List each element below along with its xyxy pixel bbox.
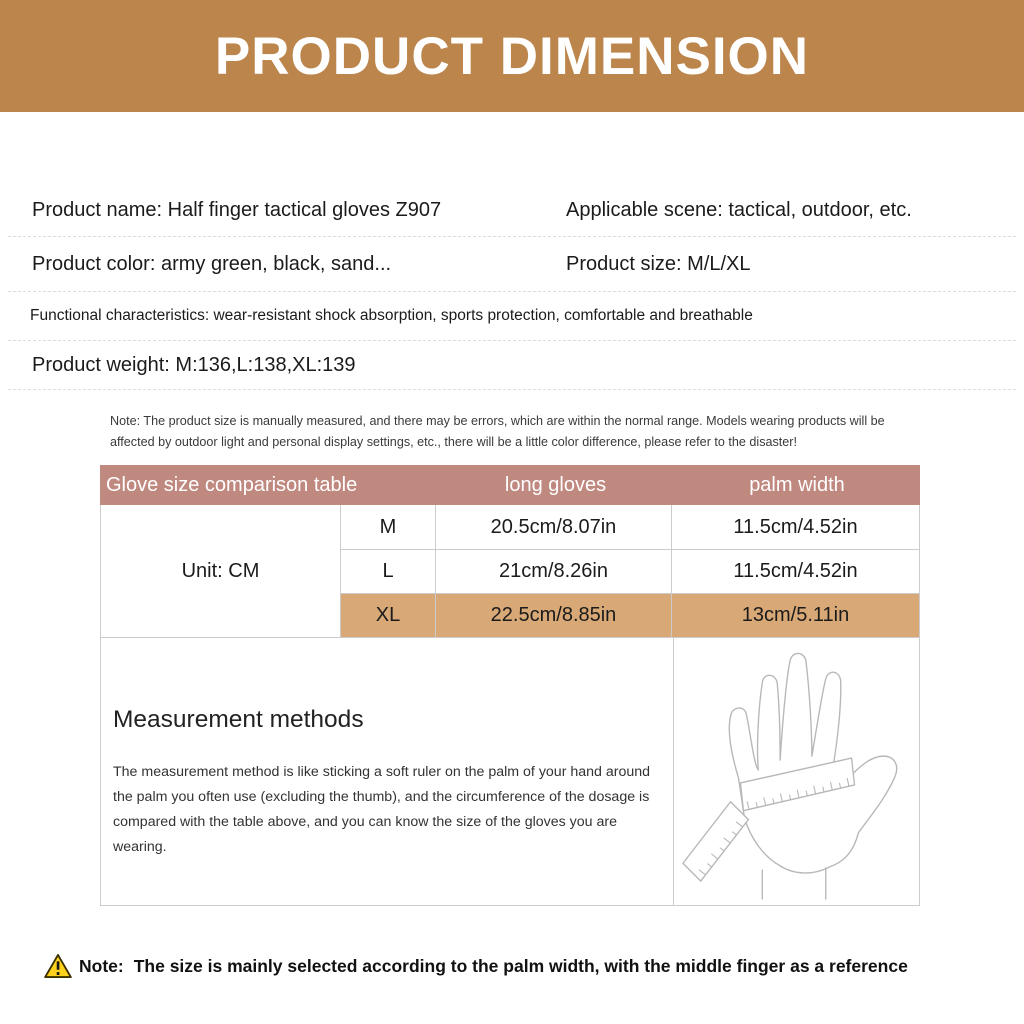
palm-width-value: 11.5cm/4.52in xyxy=(733,560,858,582)
functional-characteristics-text: Functional characteristics: wear-resista… xyxy=(30,307,753,324)
product-info-section: Product name: Half finger tactical glove… xyxy=(8,185,1016,390)
product-weight-text: Product weight: M:136,L:138,XL:139 xyxy=(32,353,356,376)
measurement-methods-section: Measurement methods The measurement meth… xyxy=(101,637,919,905)
product-color-text: Product color: army green, black, sand..… xyxy=(32,252,392,275)
measurement-heading: Measurement methods xyxy=(113,706,364,733)
table-body-box: Unit: CM M 20.5cm/8.07in 11.5cm/4.52in L… xyxy=(100,505,920,906)
table-rows: M 20.5cm/8.07in 11.5cm/4.52in L 21cm/8.2… xyxy=(341,505,919,637)
measurement-illustration-cell xyxy=(674,638,919,905)
table-row-m: M 20.5cm/8.07in 11.5cm/4.52in xyxy=(341,505,919,549)
product-name-text: Product name: Half finger tactical glove… xyxy=(32,199,442,221)
size-label: M xyxy=(341,505,436,549)
measurement-text-cell: Measurement methods The measurement meth… xyxy=(101,638,674,905)
table-header-row: Glove size comparison table long gloves … xyxy=(100,465,920,505)
size-label: XL xyxy=(341,594,436,637)
info-row-name-scene: Product name: Half finger tactical glove… xyxy=(8,185,1016,237)
warning-icon xyxy=(44,953,72,979)
table-body: Unit: CM M 20.5cm/8.07in 11.5cm/4.52in L… xyxy=(101,505,919,637)
measurement-disclaimer: Note: The product size is manually measu… xyxy=(110,414,885,449)
header-banner: PRODUCT DIMENSION xyxy=(0,0,1024,112)
long-gloves-value: 20.5cm/8.07in xyxy=(436,505,672,549)
product-size-text: Product size: M/L/XL xyxy=(566,252,751,275)
footer-note-label: Note: xyxy=(79,955,124,976)
page-title: PRODUCT DIMENSION xyxy=(214,26,810,86)
info-row-weight: Product weight: M:136,L:138,XL:139 xyxy=(8,341,1016,390)
long-gloves-value: 21cm/8.26in xyxy=(436,550,672,593)
long-gloves-value: 22.5cm/8.85in xyxy=(436,594,672,637)
table-header-long-gloves: long gloves xyxy=(504,473,607,496)
palm-width-value: 11.5cm/4.52in xyxy=(733,515,858,538)
footer-note: Note: The size is mainly selected accord… xyxy=(44,953,994,979)
info-row-functional: Functional characteristics: wear-resista… xyxy=(8,292,1016,341)
table-row-xl: XL 22.5cm/8.85in 13cm/5.11in xyxy=(341,593,919,637)
info-row-color-size: Product color: army green, black, sand..… xyxy=(8,237,1016,292)
measurement-body: The measurement method is like sticking … xyxy=(113,764,651,855)
table-header-palm-width: palm width xyxy=(749,473,845,496)
applicable-scene-text: Applicable scene: tactical, outdoor, etc… xyxy=(566,199,912,221)
size-comparison-table: Glove size comparison table long gloves … xyxy=(100,465,920,906)
unit-cell: Unit: CM xyxy=(101,505,341,637)
size-label: L xyxy=(341,550,436,593)
table-row-l: L 21cm/8.26in 11.5cm/4.52in xyxy=(341,549,919,593)
palm-width-value: 13cm/5.11in xyxy=(741,604,850,626)
footer-note-text: The size is mainly selected according to… xyxy=(133,955,908,976)
hand-measuring-illustration-icon xyxy=(681,652,897,900)
table-header-main: Glove size comparison table xyxy=(106,473,358,496)
